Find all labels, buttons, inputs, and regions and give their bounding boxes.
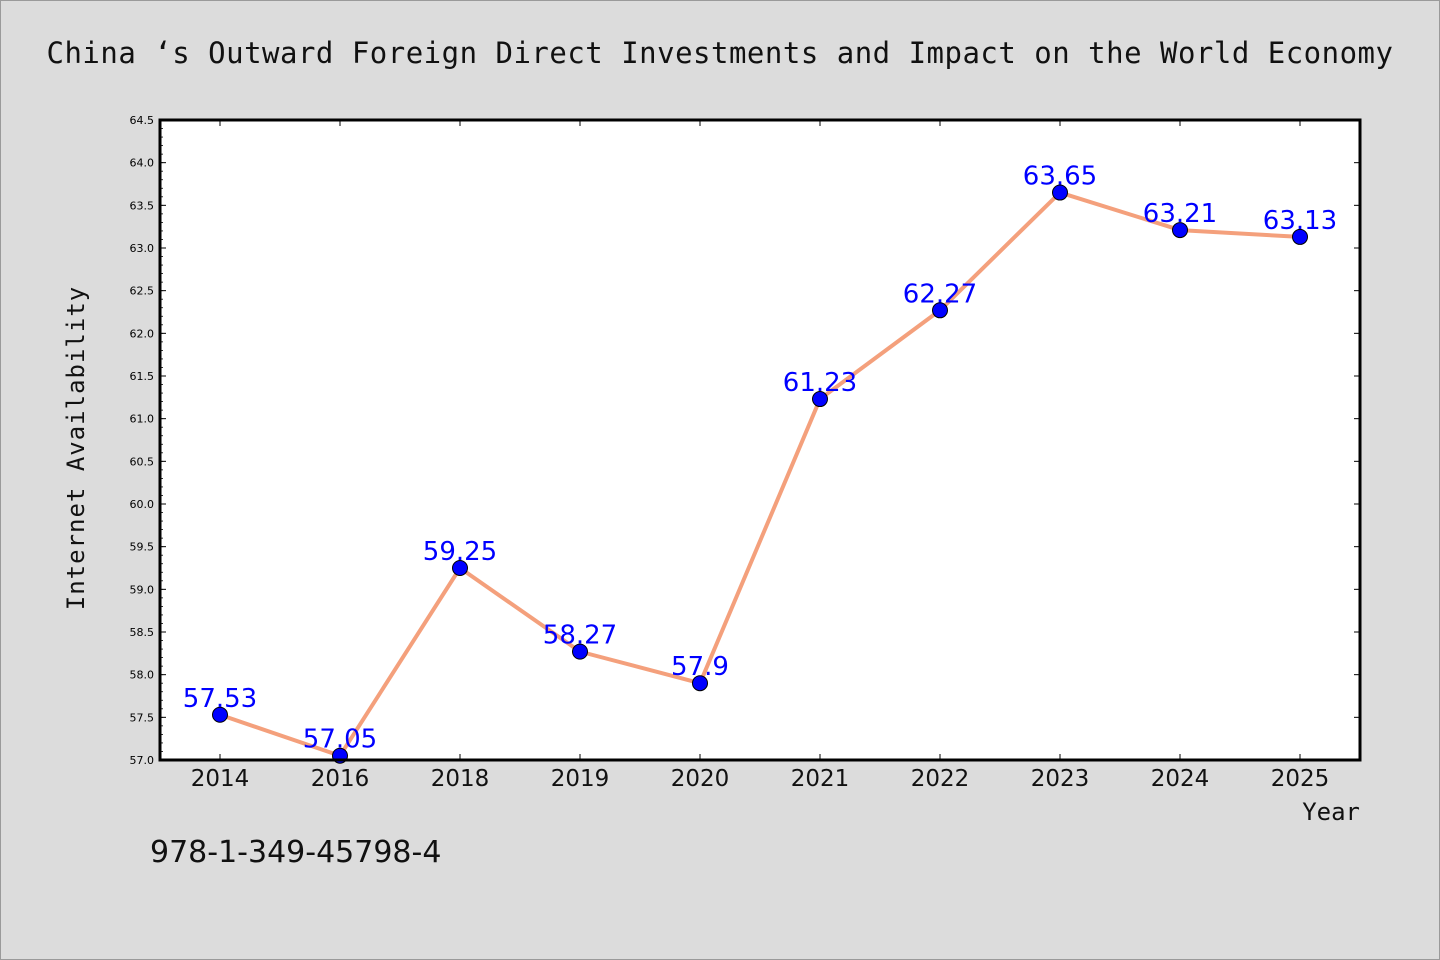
data-label: 58.27 [543,621,617,651]
data-label: 61.23 [783,368,857,398]
data-point [1172,222,1188,239]
data-label: 59.25 [423,537,497,567]
x-tick-label: 2020 [671,766,730,792]
y-tick-label: 63.0 [130,242,155,255]
y-tick-label: 59.5 [130,541,155,554]
x-tick-label: 2022 [911,766,970,792]
y-tick-label: 57.5 [130,711,155,724]
isbn-caption: 978-1-349-45798-4 [150,835,442,870]
x-axis: 2014 2016 2018 2019 2020 2021 2022 2023 2024 2025 [191,120,1330,792]
y-tick-label: 63.5 [130,199,155,212]
y-axis: 57.0 57.5 58.0 58.5 59.0 59.5 60.0 60.5 61.0 61.5… [130,114,1360,767]
data-point [572,643,588,660]
data-label: 57.9 [671,652,729,682]
data-label: 63.21 [1143,199,1217,229]
x-tick-label: 2024 [1151,766,1210,792]
data-label: 62.27 [903,279,977,309]
data-point [932,302,948,319]
data-point [692,675,708,692]
y-tick-label: 58.0 [130,669,155,682]
y-axis-label: Internet Availability [62,286,90,610]
y-tick-label: 60.5 [130,455,155,468]
y-tick-label: 59.0 [130,583,155,596]
x-tick-label: 2014 [191,766,250,792]
data-point [212,706,228,723]
x-tick-label: 2016 [311,766,370,792]
data-point [1292,228,1308,245]
y-tick-label: 58.5 [130,626,155,639]
data-label: 57.53 [183,684,257,714]
y-tick-label: 64.5 [130,114,155,127]
series-line [219,190,1301,758]
y-tick-label: 60.0 [130,498,155,511]
x-tick-label: 2023 [1031,766,1090,792]
x-tick-label: 2018 [431,766,490,792]
y-tick-label: 61.0 [130,413,155,426]
data-point [812,391,828,408]
x-tick-label: 2025 [1271,766,1330,792]
plot-border [158,118,1362,762]
data-points [212,184,1308,764]
y-tick-label: 64.0 [130,157,155,170]
data-label: 63.65 [1023,162,1097,192]
y-tick-label: 62.5 [130,285,155,298]
chart-title: China ‘s Outward Foreign Direct Investme… [46,36,1394,70]
data-labels: 57.53 57.05 59.25 58.27 57.9 61.23 62.27 63.65 6… [183,162,1337,755]
plot-area [160,120,1360,760]
x-tick-label: 2021 [791,766,850,792]
data-point [452,560,468,576]
x-axis-label: Year [1302,798,1360,826]
data-label: 57.05 [303,725,377,755]
y-tick-label: 57.0 [130,754,155,767]
data-label: 63.13 [1263,206,1337,236]
y-tick-label: 62.0 [130,327,155,340]
y-tick-label: 61.5 [130,370,155,383]
x-tick-label: 2019 [551,766,610,792]
data-point [1052,184,1068,201]
